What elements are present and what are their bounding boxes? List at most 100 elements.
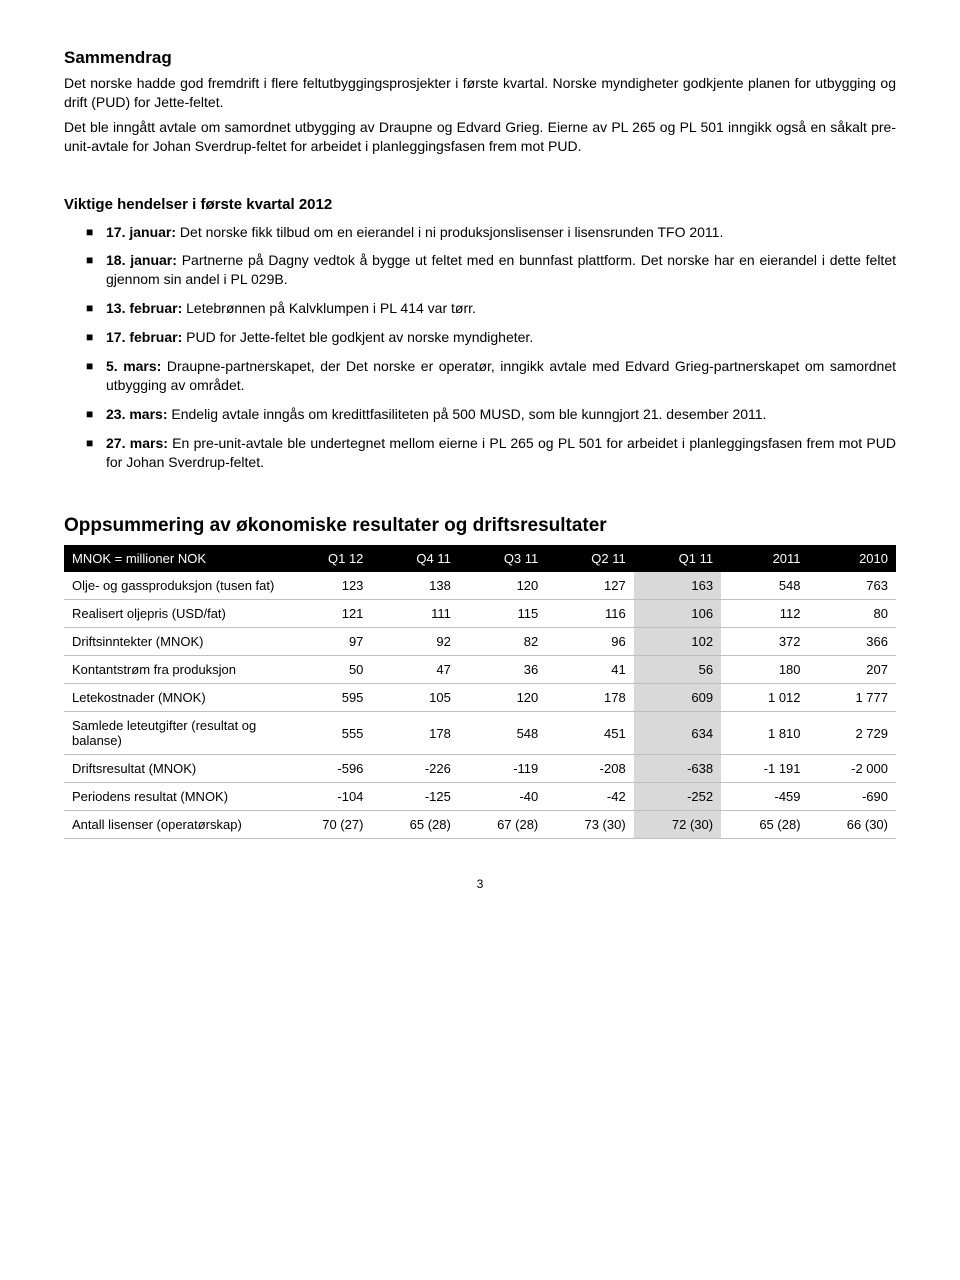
table-cell: 50	[284, 656, 371, 684]
table-cell: 207	[809, 656, 896, 684]
table-cell: 120	[459, 684, 546, 712]
table-cell: 548	[721, 572, 808, 600]
table-cell: -638	[634, 755, 721, 783]
table-cell: 80	[809, 600, 896, 628]
table-column-header: 2010	[809, 545, 896, 572]
table-cell: 67 (28)	[459, 811, 546, 839]
event-item: 27. mars: En pre-unit-avtale ble underte…	[86, 434, 896, 472]
table-cell: -1 191	[721, 755, 808, 783]
table-cell: 372	[721, 628, 808, 656]
event-item: 18. januar: Partnerne på Dagny vedtok å …	[86, 251, 896, 289]
table-cell: 36	[459, 656, 546, 684]
intro-paragraph-2: Det ble inngått avtale om samordnet utby…	[64, 118, 896, 156]
table-cell: 121	[284, 600, 371, 628]
table-cell: 548	[459, 712, 546, 755]
table-cell: 92	[371, 628, 458, 656]
table-cell: -104	[284, 783, 371, 811]
table-cell: 66 (30)	[809, 811, 896, 839]
event-item: 17. februar: PUD for Jette-feltet ble go…	[86, 328, 896, 347]
table-cell: 96	[546, 628, 633, 656]
table-cell: 366	[809, 628, 896, 656]
table-row: Realisert oljepris (USD/fat)121111115116…	[64, 600, 896, 628]
table-row: Antall lisenser (operatørskap)70 (27)65 …	[64, 811, 896, 839]
row-label: Periodens resultat (MNOK)	[64, 783, 284, 811]
table-cell: 65 (28)	[721, 811, 808, 839]
summary-heading: Oppsummering av økonomiske resultater og…	[64, 515, 896, 537]
table-cell: 163	[634, 572, 721, 600]
table-cell: 178	[546, 684, 633, 712]
event-date: 13. februar:	[106, 300, 182, 316]
event-date: 5. mars:	[106, 358, 161, 374]
document-page: Sammendrag Det norske hadde god fremdrif…	[0, 0, 960, 931]
table-row: Kontantstrøm fra produksjon5047364156180…	[64, 656, 896, 684]
event-date: 17. januar:	[106, 224, 176, 240]
table-cell: 127	[546, 572, 633, 600]
row-label: Driftsinntekter (MNOK)	[64, 628, 284, 656]
table-cell: 451	[546, 712, 633, 755]
row-label: Samlede leteutgifter (resultat og balans…	[64, 712, 284, 755]
table-cell: -226	[371, 755, 458, 783]
table-cell: 116	[546, 600, 633, 628]
table-cell: -2 000	[809, 755, 896, 783]
table-cell: 1 777	[809, 684, 896, 712]
table-row: Periodens resultat (MNOK)-104-125-40-42-…	[64, 783, 896, 811]
table-cell: -42	[546, 783, 633, 811]
table-column-header: Q1 11	[634, 545, 721, 572]
table-cell: -208	[546, 755, 633, 783]
table-cell: 65 (28)	[371, 811, 458, 839]
table-cell: 70 (27)	[284, 811, 371, 839]
page-number: 3	[64, 877, 896, 891]
table-cell: 123	[284, 572, 371, 600]
table-column-header: Q2 11	[546, 545, 633, 572]
table-column-header: Q3 11	[459, 545, 546, 572]
event-text: Draupne-partnerskapet, der Det norske er…	[106, 358, 896, 393]
table-column-header: Q4 11	[371, 545, 458, 572]
table-cell: 634	[634, 712, 721, 755]
table-cell: 82	[459, 628, 546, 656]
event-item: 13. februar: Letebrønnen på Kalvklumpen …	[86, 299, 896, 318]
table-cell: 47	[371, 656, 458, 684]
table-cell: 2 729	[809, 712, 896, 755]
table-cell: 115	[459, 600, 546, 628]
table-row: Olje- og gassproduksjon (tusen fat)12313…	[64, 572, 896, 600]
page-title: Sammendrag	[64, 48, 896, 68]
table-cell: -459	[721, 783, 808, 811]
event-text: Endelig avtale inngås om kredittfasilite…	[167, 406, 766, 422]
event-item: 5. mars: Draupne-partnerskapet, der Det …	[86, 357, 896, 395]
table-cell: 138	[371, 572, 458, 600]
event-item: 17. januar: Det norske fikk tilbud om en…	[86, 223, 896, 242]
table-cell: -690	[809, 783, 896, 811]
table-cell: -596	[284, 755, 371, 783]
table-header-row: MNOK = millioner NOKQ1 12Q4 11Q3 11Q2 11…	[64, 545, 896, 572]
table-cell: 555	[284, 712, 371, 755]
table-cell: 112	[721, 600, 808, 628]
table-cell: -119	[459, 755, 546, 783]
event-date: 17. februar:	[106, 329, 182, 345]
events-list: 17. januar: Det norske fikk tilbud om en…	[64, 223, 896, 472]
table-cell: 595	[284, 684, 371, 712]
event-text: PUD for Jette-feltet ble godkjent av nor…	[182, 329, 533, 345]
table-cell: 73 (30)	[546, 811, 633, 839]
table-cell: 1 012	[721, 684, 808, 712]
table-header-label: MNOK = millioner NOK	[64, 545, 284, 572]
event-text: En pre-unit-avtale ble undertegnet mello…	[106, 435, 896, 470]
event-text: Partnerne på Dagny vedtok å bygge ut fel…	[106, 252, 896, 287]
table-cell: 609	[634, 684, 721, 712]
event-text: Letebrønnen på Kalvklumpen i PL 414 var …	[182, 300, 476, 316]
event-text: Det norske fikk tilbud om en eierandel i…	[176, 224, 723, 240]
table-cell: 56	[634, 656, 721, 684]
table-cell: -252	[634, 783, 721, 811]
table-cell: -125	[371, 783, 458, 811]
events-heading: Viktige hendelser i første kvartal 2012	[64, 196, 896, 213]
table-cell: 72 (30)	[634, 811, 721, 839]
table-cell: 97	[284, 628, 371, 656]
table-cell: 180	[721, 656, 808, 684]
table-cell: 178	[371, 712, 458, 755]
financial-table: MNOK = millioner NOKQ1 12Q4 11Q3 11Q2 11…	[64, 545, 896, 839]
table-cell: 1 810	[721, 712, 808, 755]
table-cell: 120	[459, 572, 546, 600]
table-row: Letekostnader (MNOK)5951051201786091 012…	[64, 684, 896, 712]
table-cell: 102	[634, 628, 721, 656]
event-date: 23. mars:	[106, 406, 167, 422]
row-label: Letekostnader (MNOK)	[64, 684, 284, 712]
